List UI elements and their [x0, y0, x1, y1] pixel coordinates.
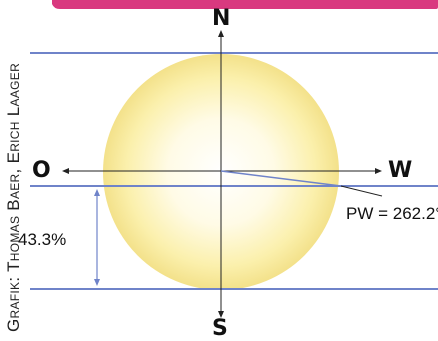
north-label: N: [212, 6, 231, 31]
graphic-credit: Grafik: Thomas Baer, Erich Laager: [4, 62, 23, 332]
east-label: O: [32, 158, 51, 183]
south-arrowhead: [218, 311, 224, 318]
top-banner: [52, 0, 438, 9]
percent-arrowhead-bottom: [94, 279, 100, 286]
position-angle-line: [220, 170, 342, 187]
percent-label: 43.3%: [18, 230, 67, 249]
position-angle-leader: [340, 185, 383, 197]
north-arrowhead: [218, 30, 224, 37]
west-label: W: [388, 158, 413, 183]
percent-arrowhead-top: [94, 189, 100, 196]
west-arrowhead: [375, 168, 382, 174]
position-angle-label: PW = 262.2°: [346, 204, 438, 223]
east-arrowhead: [62, 168, 69, 174]
south-label: S: [212, 316, 228, 341]
